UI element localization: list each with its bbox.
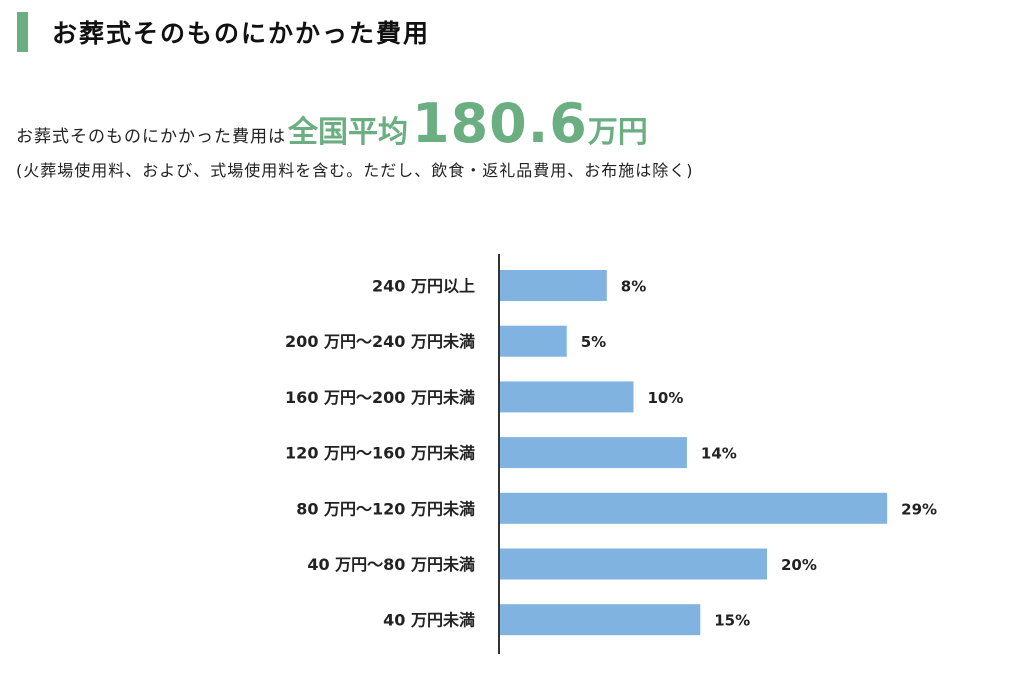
value-label: 10% xyxy=(648,389,684,407)
heading-accent-bar xyxy=(17,12,28,52)
value-label: 14% xyxy=(701,445,737,463)
bar xyxy=(500,437,687,469)
category-label: 240 万円以上 xyxy=(372,277,475,296)
bar xyxy=(500,548,767,580)
category-label: 80 万円〜120 万円未満 xyxy=(296,499,475,518)
value-label: 8% xyxy=(621,278,646,296)
section-title: お葬式そのものにかかった費用 xyxy=(52,19,431,48)
summary-value: 180.6 xyxy=(412,92,588,155)
summary-unit: 万円 xyxy=(587,115,648,150)
summary-label: 全国平均 xyxy=(288,115,408,150)
value-label: 5% xyxy=(581,333,606,351)
category-label: 200 万円〜240 万円未満 xyxy=(285,332,475,351)
section-heading: お葬式そのものにかかった費用 xyxy=(17,12,430,52)
category-label: 160 万円〜200 万円未満 xyxy=(285,388,475,407)
category-label: 120 万円〜160 万円未満 xyxy=(285,444,475,463)
summary-prefix: お葬式そのものにかかった費用は xyxy=(16,127,286,147)
summary-line: お葬式そのものにかかった費用は 全国平均 180.6 万円 xyxy=(16,92,648,155)
bar xyxy=(500,492,888,524)
bar xyxy=(500,381,634,413)
bar xyxy=(500,270,607,301)
bar xyxy=(500,604,701,636)
category-label: 40 万円〜80 万円未満 xyxy=(307,555,475,574)
value-label: 29% xyxy=(901,500,937,518)
value-label: 15% xyxy=(714,612,750,630)
category-label: 40 万円未満 xyxy=(383,611,475,630)
value-label: 20% xyxy=(781,556,817,574)
bar-chart: 240 万円以上 8% 200 万円〜240 万円未満 5% 160 万円〜200 万円… xyxy=(285,254,937,654)
summary-note: (火葬場使用料、および、式場使用料を含む。ただし、飲食・返礼品費用、お布施は除く… xyxy=(16,161,694,180)
bar xyxy=(500,325,567,357)
